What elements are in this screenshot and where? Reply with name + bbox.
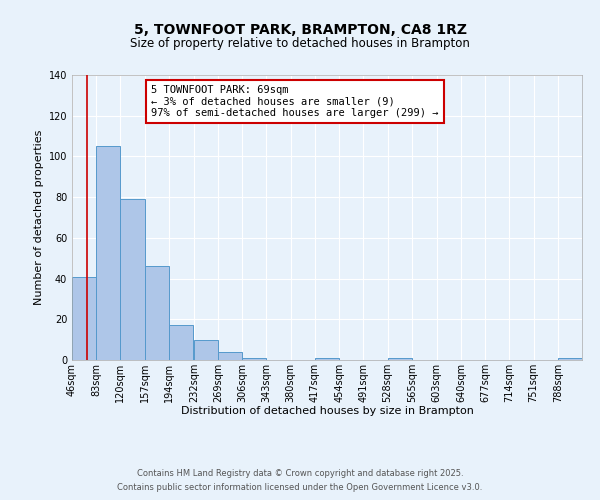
Bar: [145, 266, 169, 360]
X-axis label: Distribution of detached houses by size in Brampton: Distribution of detached houses by size …: [181, 406, 473, 416]
Text: Size of property relative to detached houses in Brampton: Size of property relative to detached ho…: [130, 38, 470, 51]
Text: Contains HM Land Registry data © Crown copyright and database right 2025.: Contains HM Land Registry data © Crown c…: [137, 468, 463, 477]
Bar: [96, 146, 121, 360]
Bar: [194, 340, 218, 360]
Bar: [242, 358, 266, 360]
Text: Contains public sector information licensed under the Open Government Licence v3: Contains public sector information licen…: [118, 484, 482, 492]
Y-axis label: Number of detached properties: Number of detached properties: [34, 130, 44, 305]
Bar: [315, 358, 339, 360]
Bar: [388, 358, 412, 360]
Bar: [218, 352, 242, 360]
Bar: [558, 358, 582, 360]
Bar: [169, 326, 193, 360]
Bar: [72, 276, 96, 360]
Text: 5, TOWNFOOT PARK, BRAMPTON, CA8 1RZ: 5, TOWNFOOT PARK, BRAMPTON, CA8 1RZ: [133, 22, 467, 36]
Text: 5 TOWNFOOT PARK: 69sqm
← 3% of detached houses are smaller (9)
97% of semi-detac: 5 TOWNFOOT PARK: 69sqm ← 3% of detached …: [151, 85, 439, 118]
Bar: [121, 199, 145, 360]
